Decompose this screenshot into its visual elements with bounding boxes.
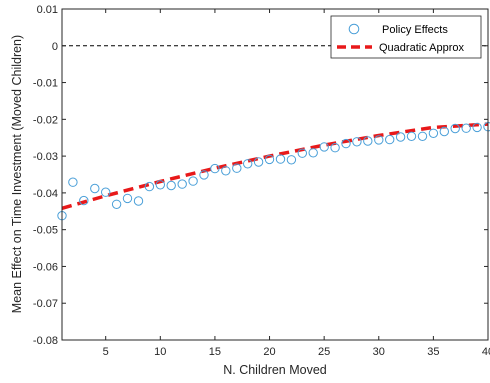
policy-effect-point: [472, 122, 482, 133]
legend-label-quadratic-approx: Quadratic Approx: [379, 42, 464, 54]
policy-effect-point: [461, 123, 471, 133]
policy-effect-point: [264, 154, 275, 165]
policy-effect-point: [133, 196, 144, 206]
x-tick-label: 5: [103, 346, 109, 358]
policy-effect-point: [221, 166, 231, 176]
x-tick-label: 40: [482, 346, 490, 358]
x-tick-label: 30: [373, 346, 385, 358]
y-tick-label: -0.07: [33, 298, 58, 310]
legend-label-policy-effects: Policy Effects: [382, 24, 448, 36]
policy-effect-point: [144, 181, 155, 192]
policy-effect-point: [210, 163, 220, 174]
y-tick-label: -0.02: [33, 114, 58, 126]
series-line-quadratic-approx: [61, 122, 489, 210]
policy-effect-point: [166, 180, 176, 191]
x-axis-title: N. Children Moved: [223, 363, 327, 377]
policy-effect-point: [319, 142, 329, 152]
policy-effect-point: [352, 137, 362, 147]
plot-frame: [61, 8, 489, 341]
legend-marker-policy-effects: [348, 23, 360, 35]
policy-effect-point: [363, 136, 373, 146]
x-tick-label: 15: [209, 346, 221, 358]
policy-effect-point: [243, 159, 253, 169]
policy-effect-point: [232, 163, 242, 173]
y-axis-title: Mean Effect on Time Investment (Moved Ch…: [10, 35, 24, 313]
legend: Policy Effects Quadratic Approx: [330, 15, 482, 59]
policy-effect-point: [341, 138, 351, 149]
policy-effect-point: [155, 180, 166, 190]
y-tick-label: -0.04: [33, 188, 58, 200]
y-tick-label: -0.05: [33, 225, 58, 237]
policy-effect-point: [330, 143, 340, 153]
policy-effect-point: [90, 183, 100, 194]
policy-effect-point: [122, 193, 133, 204]
policy-effect-point: [297, 148, 307, 158]
y-tick-label: 0: [52, 41, 58, 53]
policy-effect-point: [450, 123, 460, 134]
policy-effect-point: [111, 199, 122, 210]
policy-effect-point: [199, 170, 209, 180]
y-tick-label: -0.01: [33, 78, 58, 90]
x-tick-label: 20: [263, 346, 275, 358]
policy-effect-point: [286, 155, 297, 165]
axis-ticks: 5 10 15 20 25 30 35 40 0.01 0 -0.01 -0.02 -0.03 -0.04…: [33, 4, 490, 358]
y-tick-label: 0.01: [37, 4, 58, 16]
policy-effect-point: [439, 126, 449, 137]
policy-effect-point: [406, 131, 417, 142]
policy-effect-point: [308, 148, 318, 158]
policy-effect-point: [275, 154, 286, 164]
y-tick-label: -0.06: [33, 261, 58, 273]
legend-box: [330, 15, 482, 59]
policy-effect-point: [395, 132, 406, 142]
plot-area: [62, 9, 488, 340]
policy-effect-point: [79, 195, 89, 206]
policy-effect-point: [253, 157, 264, 167]
y-tick-label: -0.03: [33, 151, 58, 163]
policy-effect-point: [374, 135, 384, 145]
policy-effect-point: [101, 187, 111, 197]
x-tick-label: 10: [154, 346, 166, 358]
policy-effect-point: [385, 134, 395, 145]
policy-effect-point: [177, 179, 187, 189]
x-tick-label: 35: [427, 346, 439, 358]
y-tick-label: -0.08: [33, 335, 58, 347]
policy-effect-point: [188, 176, 198, 186]
x-tick-label: 25: [318, 346, 330, 358]
policy-effect-point: [68, 177, 78, 187]
policy-effect-point: [417, 131, 428, 142]
policy-effect-point: [428, 128, 439, 139]
